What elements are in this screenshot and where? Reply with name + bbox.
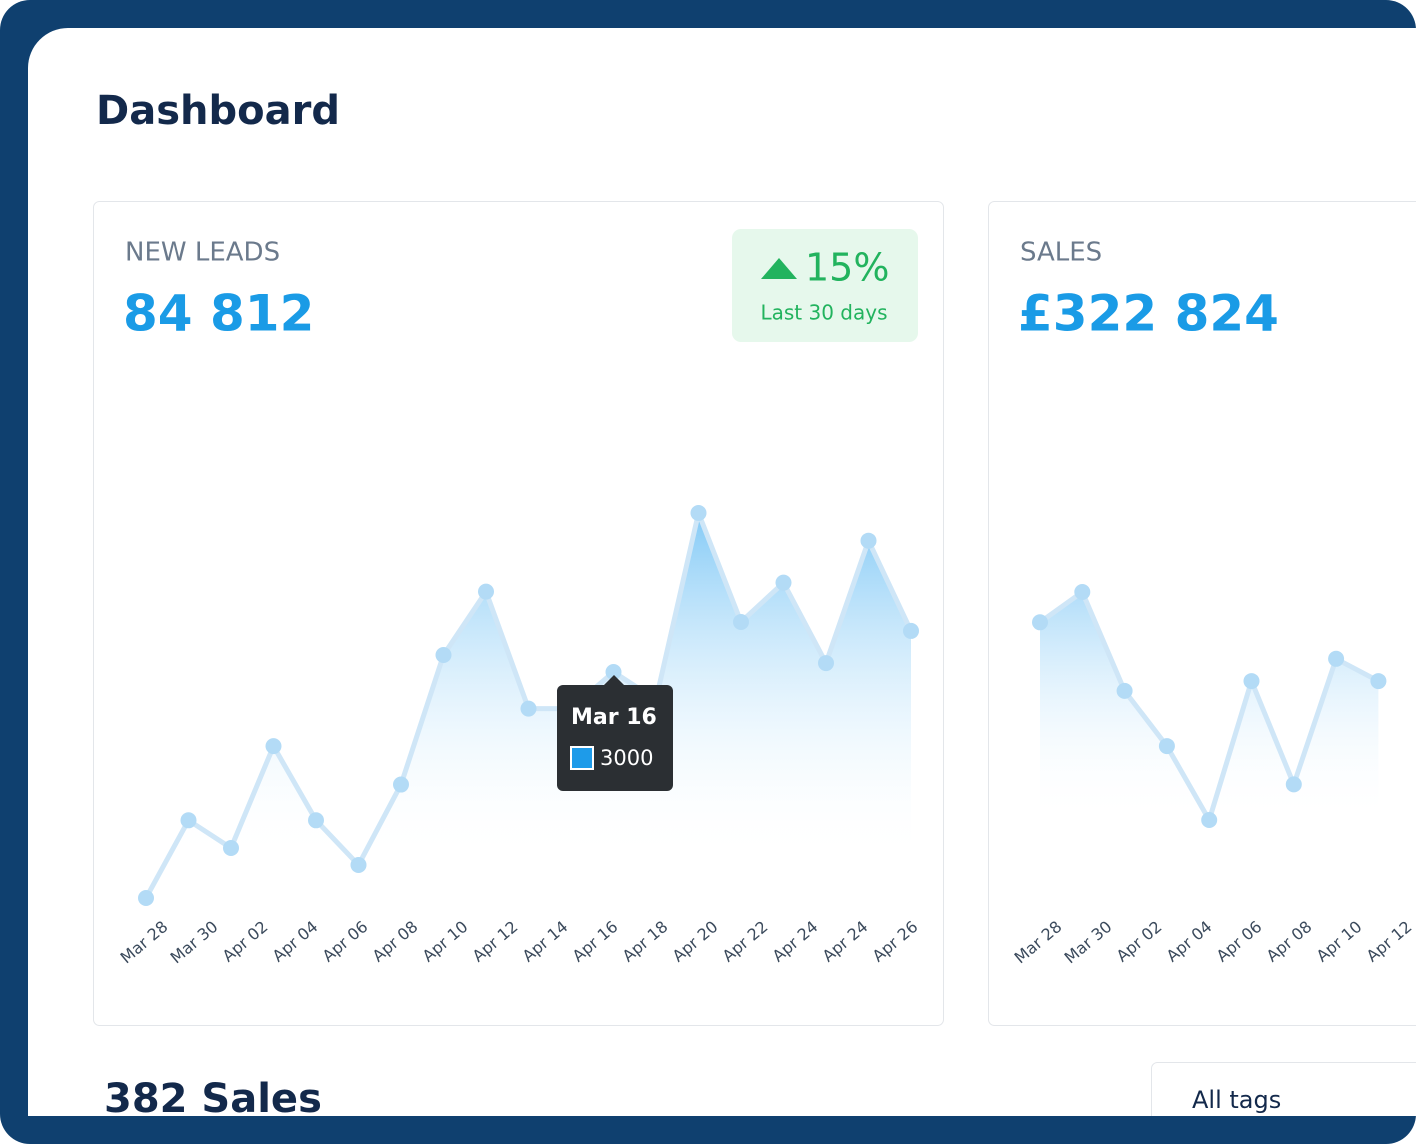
page-title: Dashboard bbox=[96, 88, 340, 134]
point bbox=[818, 655, 834, 672]
tooltip-arrow bbox=[603, 675, 625, 686]
point bbox=[1201, 812, 1218, 828]
point bbox=[1032, 614, 1048, 631]
point bbox=[1285, 776, 1302, 793]
point bbox=[435, 647, 452, 664]
card-value: 84 812 bbox=[123, 285, 314, 343]
point bbox=[265, 738, 282, 755]
section-title: 382 Sales bbox=[104, 1076, 322, 1122]
up-arrow bbox=[761, 258, 797, 279]
card-label: NEW LEADS bbox=[125, 238, 280, 268]
point bbox=[520, 700, 537, 717]
point bbox=[1158, 738, 1175, 755]
point bbox=[1243, 673, 1260, 690]
filter-label[interactable]: All tags bbox=[1192, 1086, 1281, 1114]
point bbox=[690, 505, 707, 521]
tooltip-swatch bbox=[570, 746, 594, 770]
badge-change: 15% bbox=[805, 246, 889, 290]
point bbox=[903, 622, 919, 639]
point bbox=[605, 664, 622, 681]
point bbox=[393, 776, 409, 793]
point bbox=[1370, 673, 1387, 690]
content: Dashboard NEW LEADS 84 812 SALES £322 82… bbox=[93, 88, 1416, 1143]
point bbox=[860, 532, 877, 549]
tooltip: Mar 16 3000 bbox=[557, 675, 673, 791]
point bbox=[138, 890, 154, 906]
area bbox=[1040, 592, 1379, 940]
area bbox=[146, 513, 911, 940]
card-label: SALES bbox=[1020, 238, 1102, 268]
card-value: £322 824 bbox=[1018, 285, 1279, 343]
badge bbox=[732, 229, 918, 342]
point bbox=[1116, 682, 1133, 699]
point bbox=[775, 574, 792, 591]
filter-box[interactable] bbox=[1151, 1062, 1416, 1143]
point bbox=[223, 839, 239, 856]
tooltip-label: Mar 16 bbox=[571, 705, 657, 730]
badge-period: Last 30 days bbox=[760, 301, 887, 325]
point bbox=[180, 812, 197, 829]
point bbox=[733, 613, 749, 630]
tooltip-box bbox=[557, 685, 673, 791]
point bbox=[308, 812, 324, 829]
tooltip-value: 3000 bbox=[600, 746, 653, 770]
point bbox=[1328, 650, 1345, 667]
point bbox=[350, 856, 367, 873]
point bbox=[1074, 584, 1091, 600]
point bbox=[478, 583, 494, 600]
